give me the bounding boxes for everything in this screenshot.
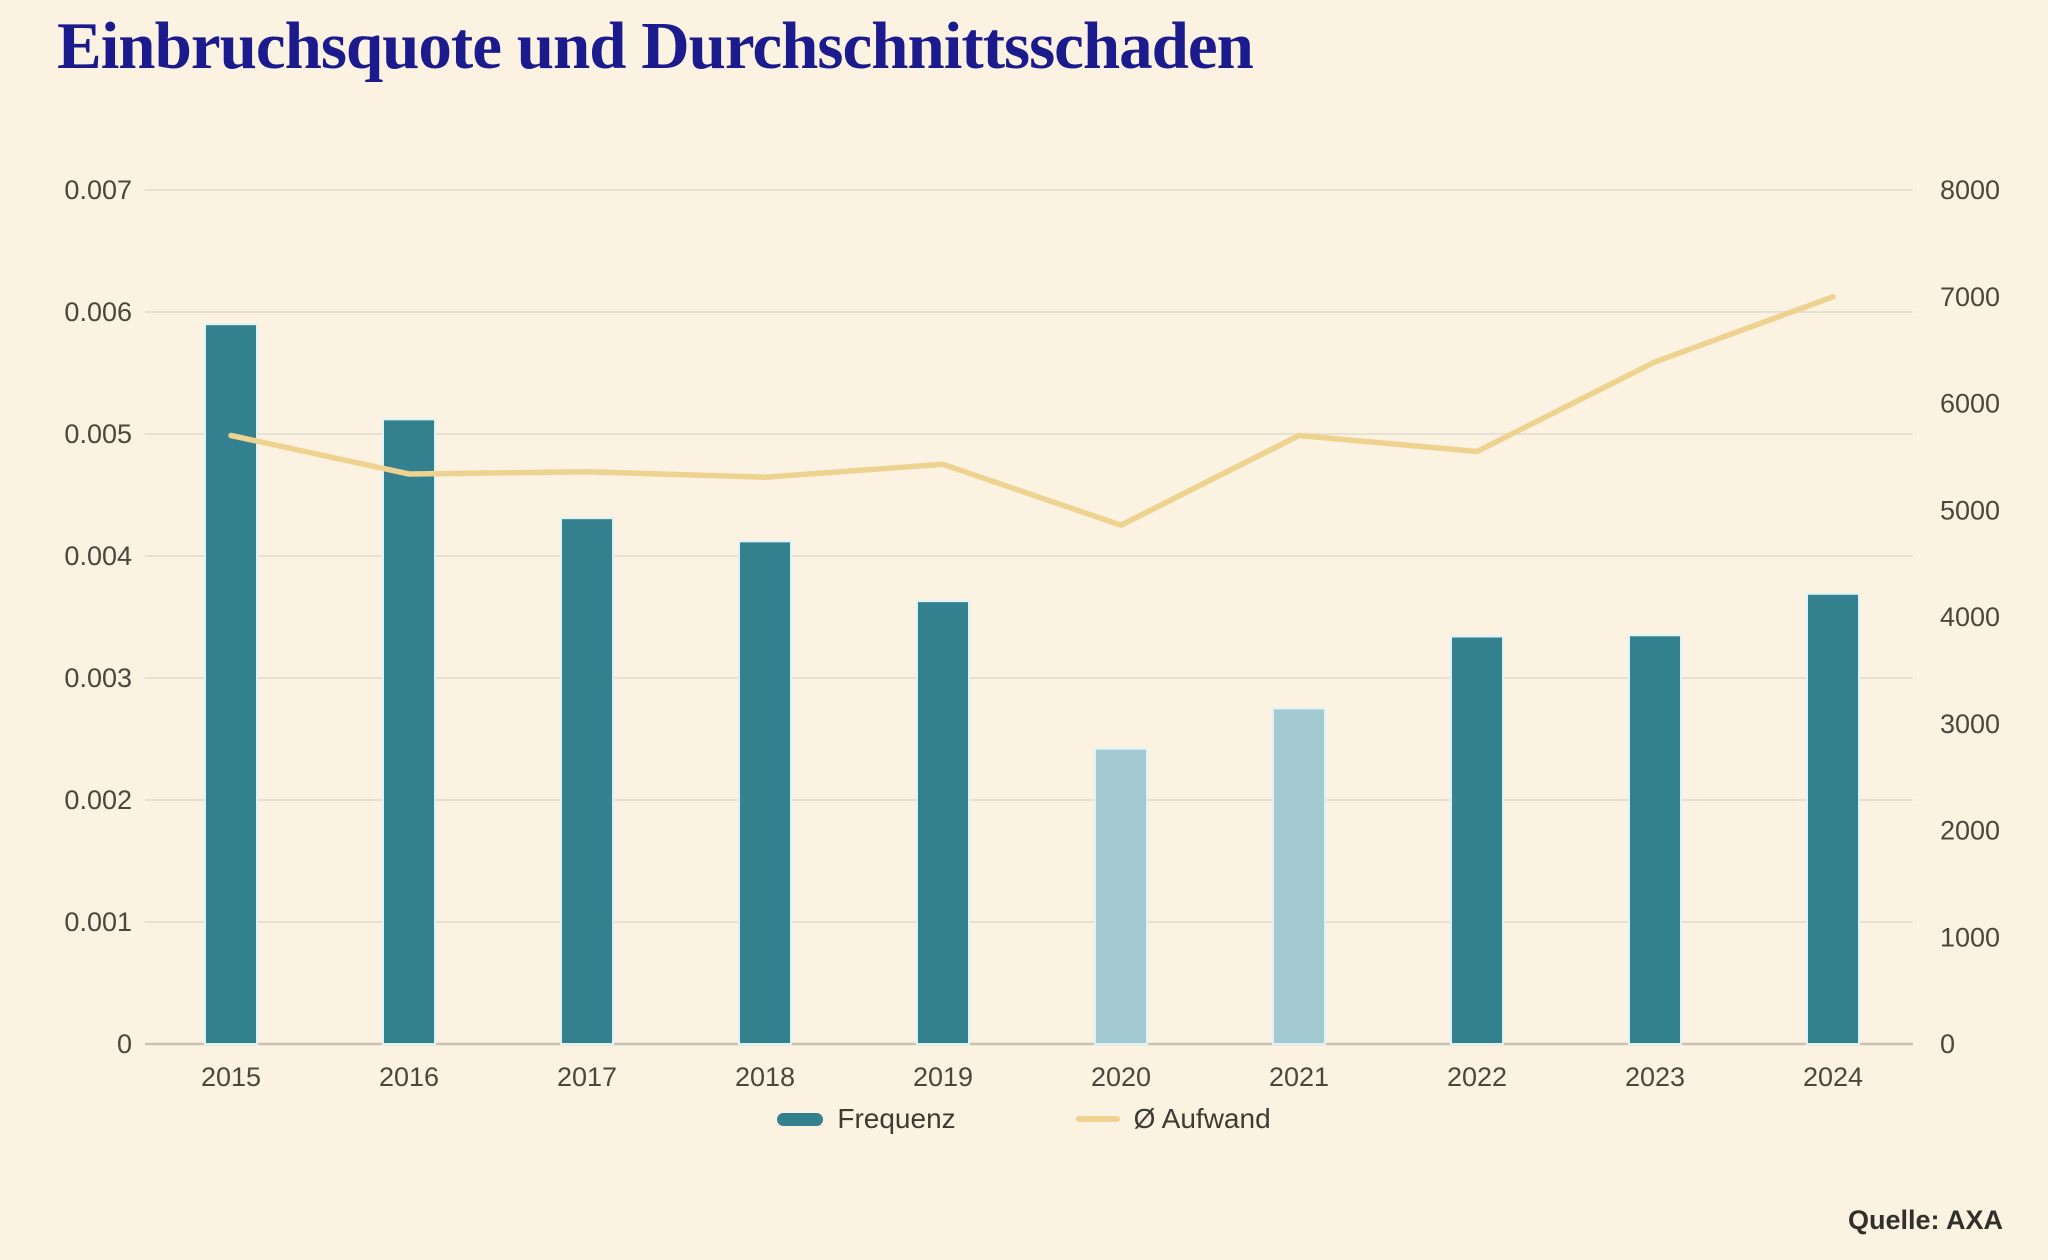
chart-title: Einbruchsquote und Durchschnittsschaden	[57, 9, 1254, 83]
y-right-tick-label: 3000	[1940, 709, 2000, 739]
y-left-tick-label: 0.001	[64, 907, 132, 937]
y-left-tick-label: 0.004	[64, 541, 132, 571]
frequenz-bar-2019	[916, 600, 970, 1045]
y-left-tick-label: 0.005	[64, 419, 132, 449]
frequenz-bar-2015	[204, 323, 258, 1045]
chart-area: 0.007 0.006 0.005 0.004 0.003 0.002 0.001 0 8000…	[64, 175, 2000, 1092]
aufwand-line	[228, 294, 1836, 528]
y-right-tick-label: 8000	[1940, 175, 2000, 205]
y-left-tick-label: 0.002	[64, 785, 132, 815]
frequenz-bar-2021	[1272, 707, 1326, 1045]
legend-item-aufwand: Ø Aufwand	[1075, 1103, 1271, 1135]
legend: Frequenz Ø Aufwand	[0, 1103, 2048, 1135]
frequenz-bar-2020	[1094, 747, 1148, 1045]
legend-label-aufwand: Ø Aufwand	[1133, 1103, 1271, 1134]
x-axis-label-2020: 2020	[1091, 1062, 1151, 1092]
x-axis-label-2016: 2016	[379, 1062, 439, 1092]
frequenz-bar-2016	[382, 418, 436, 1045]
frequenz-bar-2018	[738, 540, 792, 1045]
y-right-tick-label: 7000	[1940, 282, 2000, 312]
x-axis-label-2015: 2015	[201, 1062, 261, 1092]
x-axis-label-2018: 2018	[735, 1062, 795, 1092]
x-axis-label-2019: 2019	[913, 1062, 973, 1092]
y-right-tick-label: 4000	[1940, 602, 2000, 632]
legend-label-frequenz: Frequenz	[837, 1103, 956, 1134]
y-right-tick-label: 6000	[1940, 389, 2000, 419]
frequenz-bar-2022	[1450, 635, 1504, 1046]
y-right-tick-label: 0	[1940, 1029, 1955, 1059]
y-left-tick-label: 0.003	[64, 663, 132, 693]
x-axis-label-2017: 2017	[557, 1062, 617, 1092]
y-left-tick-label: 0.007	[64, 175, 132, 205]
y-right-tick-label: 5000	[1940, 495, 2000, 525]
legend-item-frequenz: Frequenz	[777, 1103, 956, 1135]
x-axis-label-2022: 2022	[1447, 1062, 1507, 1092]
x-axis-label-2023: 2023	[1625, 1062, 1685, 1092]
y-left-tick-label: 0	[117, 1029, 132, 1059]
y-right-tick-label: 1000	[1940, 922, 2000, 952]
source-credit: Quelle: AXA	[1847, 1205, 2003, 1235]
x-axis-label-2021: 2021	[1269, 1062, 1329, 1092]
frequenz-swatch-icon	[777, 1112, 824, 1126]
aufwand-swatch-icon	[1075, 1116, 1120, 1122]
y-right-tick-label: 2000	[1940, 816, 2000, 846]
y-left-tick-label: 0.006	[64, 297, 132, 327]
frequenz-bar-2017	[560, 517, 614, 1045]
x-axis-label-2024: 2024	[1803, 1062, 1863, 1092]
frequenz-bar-2024	[1806, 592, 1860, 1045]
frequenz-bar-2023	[1628, 634, 1682, 1045]
